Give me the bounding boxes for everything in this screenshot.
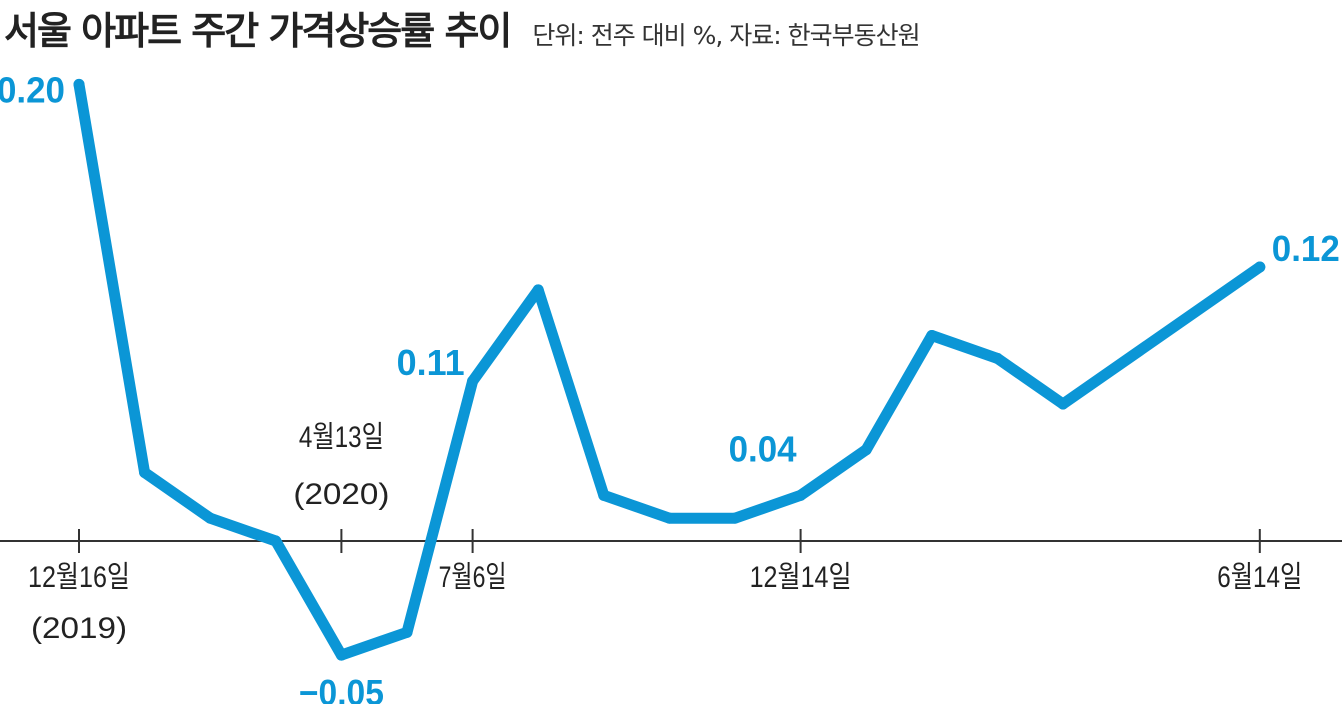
data-point [139,467,151,479]
data-label: 0.12 [1272,228,1340,269]
chart-subtitle: 단위: 전주 대비 %, 자료: 한국부동산원 [532,21,920,50]
data-point [598,489,610,501]
data-label: 0.04 [729,428,797,469]
data-label: −0.05 [299,672,384,704]
chart-title: 서울 아파트 주간 가격상승률 추이 [4,9,512,53]
data-point [860,444,872,456]
data-point [532,284,544,296]
data-point [729,512,741,524]
data-point [1254,261,1266,273]
x-tick-label: 7월6일 [439,561,507,594]
data-point [663,512,675,524]
x-tick-label: 12월16일 [28,561,130,594]
x-tick-sublabel: (2019) [31,612,127,645]
data-point [991,352,1003,364]
data-point [926,330,938,342]
x-tick-label: 4월13일 [299,421,384,454]
x-tick-label: 6월14일 [1217,561,1302,594]
data-point [401,626,413,638]
data-point [270,535,282,547]
data-point [73,78,85,90]
x-tick-sublabel: (2020) [293,478,389,511]
data-point [1057,398,1069,410]
data-point [335,649,347,661]
data-point [467,375,479,387]
data-label: 0.20 [0,69,65,110]
data-point [204,512,216,524]
title-row: 서울 아파트 주간 가격상승률 추이 단위: 전주 대비 %, 자료: 한국부동… [4,0,921,53]
series-line [73,78,1266,661]
data-point [795,489,807,501]
x-tick-label: 12월14일 [750,561,852,594]
data-label: 0.11 [397,342,465,383]
